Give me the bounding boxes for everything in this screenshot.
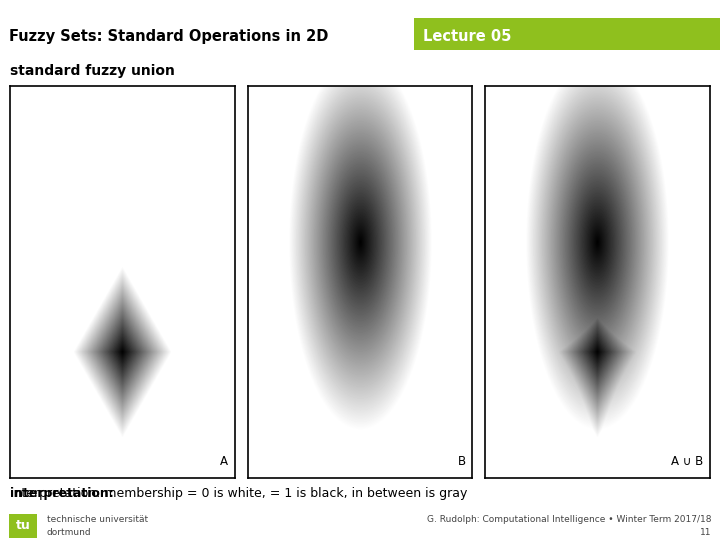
FancyBboxPatch shape bbox=[9, 514, 37, 538]
Text: dortmund: dortmund bbox=[47, 528, 91, 537]
Text: interpretation: membership = 0 is white, = 1 is black, in between is gray: interpretation: membership = 0 is white,… bbox=[10, 487, 467, 500]
Text: technische universität: technische universität bbox=[47, 515, 148, 524]
Text: Lecture 05: Lecture 05 bbox=[423, 29, 511, 44]
Text: interpretation:: interpretation: bbox=[10, 487, 114, 500]
Text: A: A bbox=[220, 455, 228, 468]
Text: tu: tu bbox=[16, 519, 30, 532]
Text: A ∪ B: A ∪ B bbox=[671, 455, 703, 468]
Text: G. Rudolph: Computational Intelligence • Winter Term 2017/18: G. Rudolph: Computational Intelligence •… bbox=[427, 515, 711, 524]
FancyBboxPatch shape bbox=[414, 18, 720, 50]
Text: 11: 11 bbox=[700, 528, 711, 537]
Text: Fuzzy Sets: Standard Operations in 2D: Fuzzy Sets: Standard Operations in 2D bbox=[9, 29, 328, 44]
Text: standard fuzzy union: standard fuzzy union bbox=[10, 64, 175, 78]
Text: B: B bbox=[457, 455, 466, 468]
